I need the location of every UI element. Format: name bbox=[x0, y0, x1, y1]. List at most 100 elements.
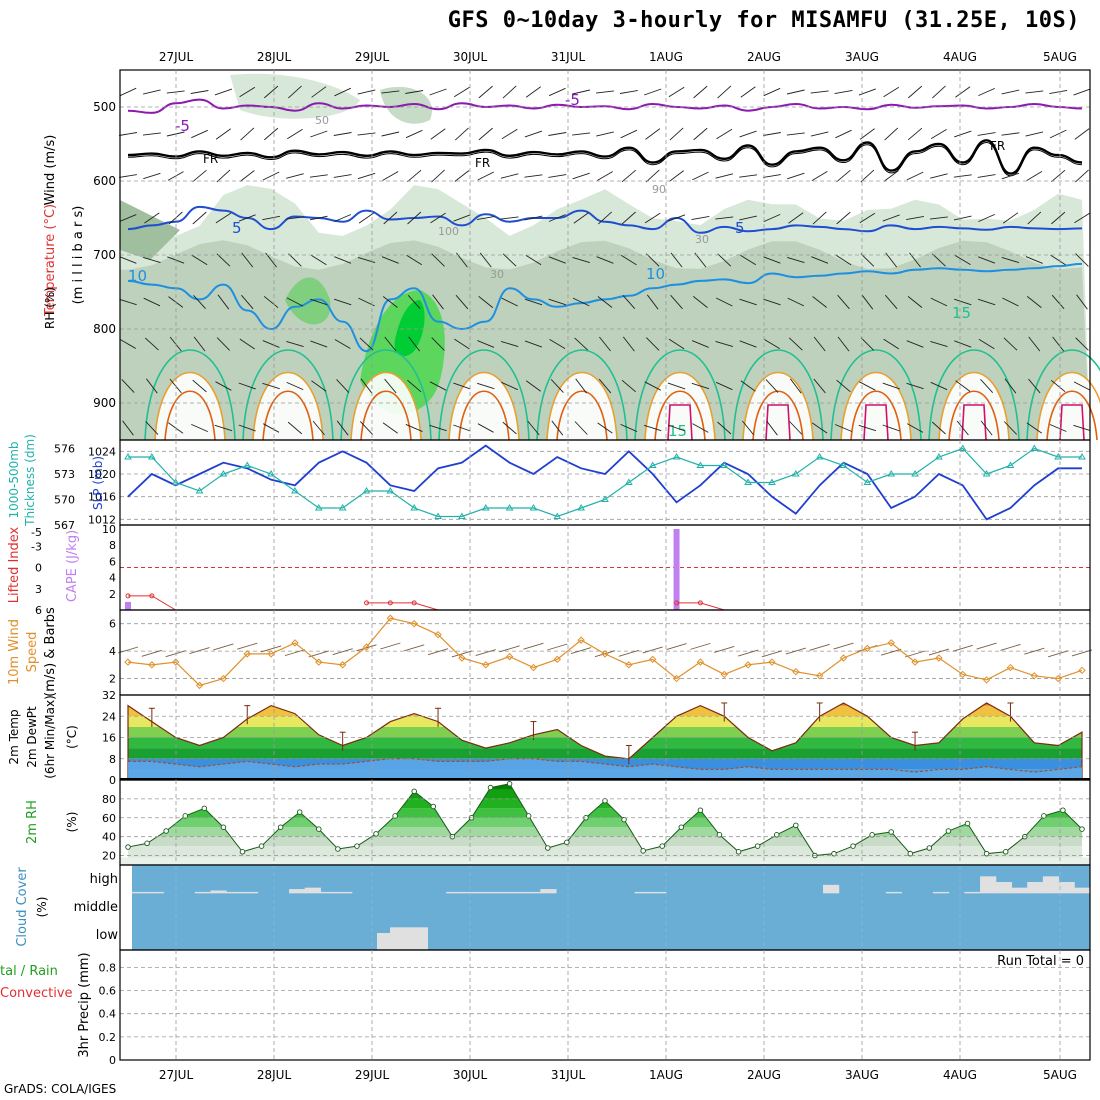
cape-tick: 6 bbox=[109, 555, 116, 568]
bl-cell bbox=[547, 372, 617, 440]
label-wind10-2: Speed bbox=[25, 632, 40, 673]
wind-speed-marker bbox=[1006, 663, 1015, 672]
wind-barb bbox=[239, 170, 255, 182]
isotherm-20 bbox=[840, 371, 912, 441]
rh-band bbox=[128, 846, 1082, 858]
wind-barb bbox=[334, 214, 352, 222]
wind-barb bbox=[357, 89, 376, 95]
date-tick-top: 27JUL bbox=[159, 50, 194, 64]
li-tick: 6 bbox=[35, 604, 42, 617]
wind-barb bbox=[360, 378, 373, 394]
wind-barb bbox=[334, 256, 352, 264]
thickness-marker bbox=[648, 461, 657, 468]
cape-bar bbox=[673, 529, 680, 610]
wind-barb bbox=[882, 382, 900, 390]
wind-speed-marker bbox=[720, 670, 728, 679]
dewpt-line bbox=[128, 758, 1083, 773]
wind-speed-marker bbox=[195, 681, 204, 690]
wind-barb bbox=[119, 214, 137, 222]
wind-barb bbox=[1025, 90, 1044, 94]
wind-barb bbox=[574, 337, 589, 351]
precip-panel-frame bbox=[119, 949, 1091, 1061]
wind-barb bbox=[192, 379, 207, 393]
wind-barb bbox=[359, 337, 374, 351]
wind-barb bbox=[763, 256, 781, 264]
dewpt-fill bbox=[128, 758, 1082, 780]
cloud-high-bar bbox=[524, 891, 541, 894]
cape-tick: 10 bbox=[102, 523, 116, 536]
wind-barb bbox=[667, 424, 686, 432]
rh-marker bbox=[182, 813, 188, 819]
li-marker bbox=[697, 600, 703, 606]
wind-barb bbox=[717, 85, 732, 99]
contour-label: FR bbox=[203, 152, 218, 166]
wind-speed-marker bbox=[124, 658, 132, 666]
wind-barb bbox=[810, 90, 829, 94]
contour-label: 5 bbox=[232, 219, 242, 237]
wind-barb bbox=[715, 297, 733, 307]
wind-barb bbox=[430, 212, 446, 224]
wind-speed-marker bbox=[148, 661, 156, 669]
label-wind10-1: 10m Wind bbox=[7, 619, 22, 685]
wind-barb bbox=[477, 382, 495, 390]
wind-barb-10m bbox=[427, 648, 449, 656]
wind-barb bbox=[524, 174, 543, 178]
li-line bbox=[366, 602, 439, 611]
thickness-marker bbox=[243, 461, 252, 468]
cape-tick: 4 bbox=[109, 572, 116, 585]
slp-tick: 1012 bbox=[88, 513, 116, 526]
thickness-marker bbox=[887, 470, 896, 477]
wind-barb bbox=[742, 420, 755, 436]
wind-barb bbox=[191, 254, 208, 266]
wind-speed-marker bbox=[1054, 674, 1062, 683]
wind-speed-marker bbox=[577, 636, 585, 644]
wind-speed-marker bbox=[863, 644, 872, 653]
wind-barb bbox=[575, 378, 587, 394]
wind-barb bbox=[1025, 131, 1044, 137]
wind-barb bbox=[429, 88, 447, 96]
precip-tick: 0.2 bbox=[99, 1031, 117, 1044]
rh-marker bbox=[525, 813, 532, 819]
thickness-marker bbox=[458, 512, 466, 519]
rh-band bbox=[128, 798, 1082, 809]
wind-barb bbox=[357, 132, 376, 136]
precip-tick: 0 bbox=[109, 1054, 116, 1067]
isotherm-15 bbox=[242, 349, 334, 441]
wind-barb-10m bbox=[308, 650, 329, 658]
date-tick-bottom: 3AUG bbox=[845, 1068, 879, 1082]
wind-barb bbox=[930, 129, 947, 139]
cloud-high-bar bbox=[461, 891, 479, 894]
isotherm-25 bbox=[262, 390, 314, 441]
wind-barb bbox=[644, 212, 661, 224]
wind-barb bbox=[192, 211, 207, 225]
wind-barb bbox=[287, 85, 302, 99]
wind-barb bbox=[502, 253, 517, 267]
wind-barb bbox=[668, 86, 685, 98]
wind-barb bbox=[715, 173, 734, 179]
temp-band bbox=[128, 705, 1082, 717]
rh-band bbox=[128, 817, 1082, 828]
wind-barb bbox=[977, 174, 996, 178]
wind-barb bbox=[405, 423, 423, 433]
cape-tick: 8 bbox=[109, 539, 116, 552]
isotherm-25 bbox=[654, 390, 706, 441]
wind-barb bbox=[622, 336, 635, 352]
wind-barb bbox=[645, 253, 660, 267]
thickness-marker bbox=[577, 504, 586, 511]
wind-barb bbox=[241, 252, 254, 268]
wind-barb bbox=[432, 294, 444, 310]
wind-barb bbox=[215, 128, 231, 140]
rh-marker bbox=[945, 828, 952, 834]
wind-barb bbox=[1050, 254, 1066, 266]
rh-band bbox=[128, 836, 1082, 847]
temperature-panel: 0 8 16 24 32 bbox=[102, 689, 1091, 787]
rh-band bbox=[128, 827, 1082, 837]
wind-barb bbox=[739, 130, 757, 138]
bl-cell bbox=[743, 372, 813, 440]
thickness-marker bbox=[195, 487, 204, 494]
thickness-marker bbox=[1006, 461, 1015, 468]
wind-barb bbox=[789, 421, 803, 435]
wind-barb bbox=[264, 127, 279, 141]
